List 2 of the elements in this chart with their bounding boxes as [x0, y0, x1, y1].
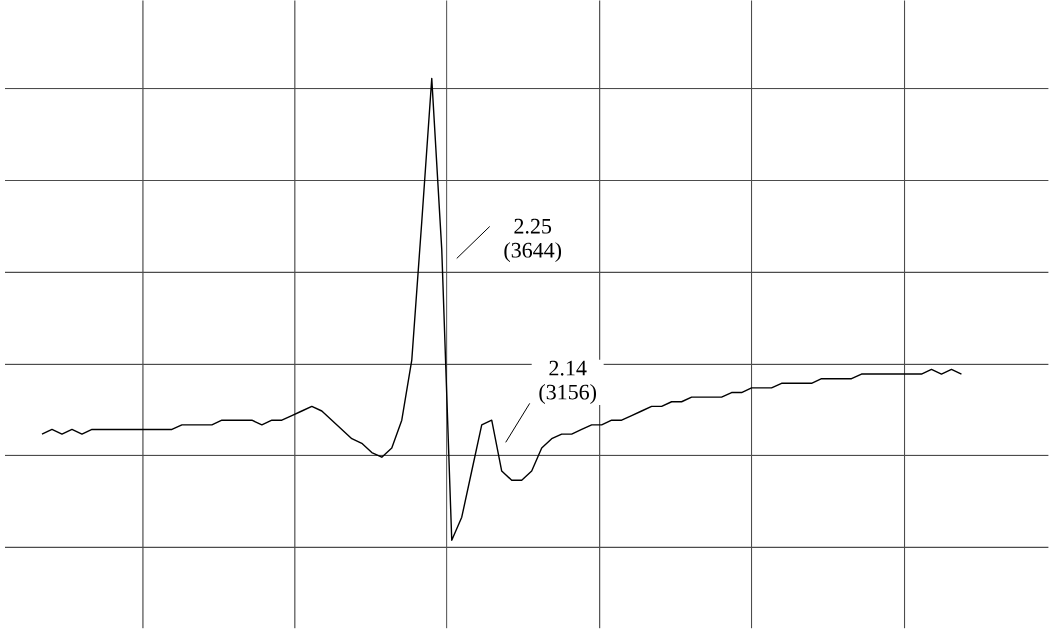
annotation: 2.25 (3644) [504, 218, 562, 263]
annotation: 2.14 (3156) [539, 360, 597, 405]
